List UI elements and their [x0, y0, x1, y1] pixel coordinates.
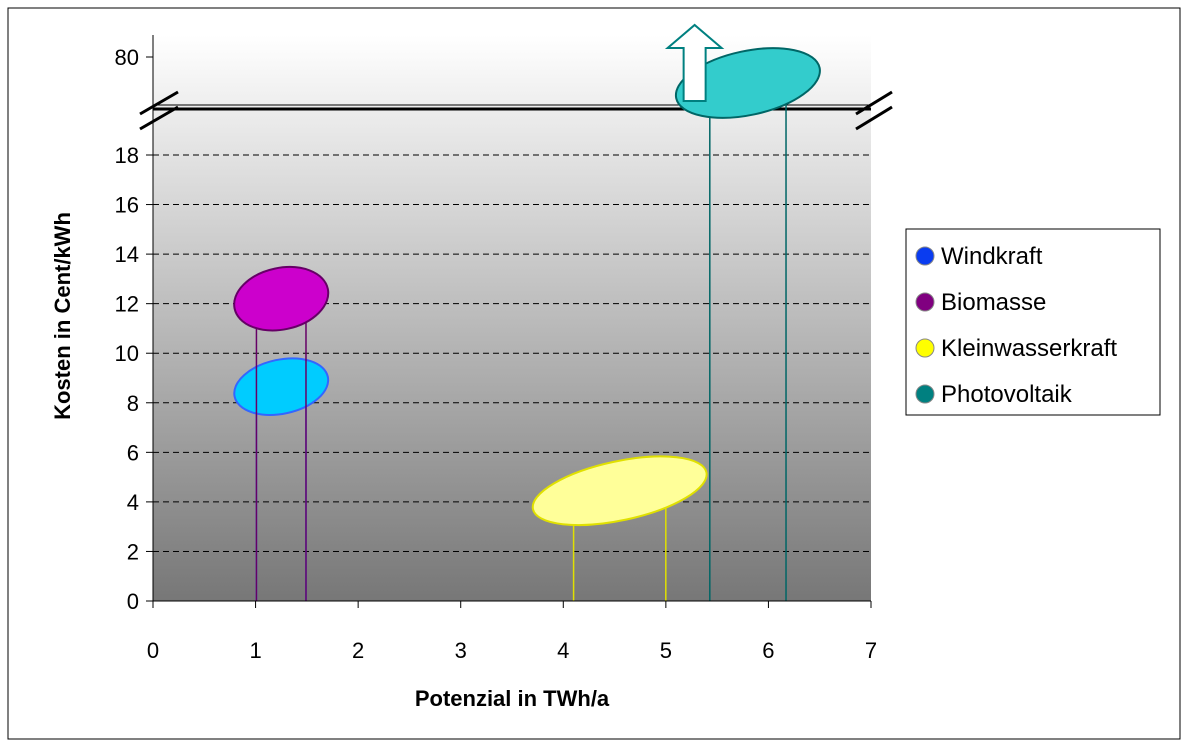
y-tick-label: 6: [127, 440, 139, 465]
series-ellipse: [674, 47, 821, 119]
up-arrow-icon: [664, 23, 725, 102]
y-tick-label: 4: [127, 490, 139, 515]
x-tick-label: 5: [660, 638, 672, 663]
x-tick-label: 4: [557, 638, 569, 663]
legend-marker: [915, 338, 935, 358]
y-tick-label: 2: [127, 539, 139, 564]
x-tick-label: 7: [865, 638, 877, 663]
y-tick-label: 12: [115, 292, 139, 317]
x-tick-label: 2: [352, 638, 364, 663]
y-tick-label: 0: [127, 589, 139, 614]
legend-label: Windkraft: [941, 243, 1043, 270]
y-axis-title: Kosten in Cent/kWh: [50, 212, 75, 420]
break-mark: [139, 90, 179, 116]
x-tick-label: 6: [762, 638, 774, 663]
series-ellipse: [233, 266, 330, 332]
break-mark: [855, 90, 893, 116]
y-tick-label: 18: [115, 143, 139, 168]
y-tick-label: 8: [127, 391, 139, 416]
legend-label: Photovoltaik: [941, 381, 1073, 408]
y-tick-label-80: 80: [115, 45, 139, 70]
x-tick-label: 3: [455, 638, 467, 663]
axes: [146, 35, 872, 608]
legend-marker: [915, 384, 935, 404]
series-ellipse: [233, 357, 330, 416]
break-mark: [855, 105, 893, 131]
legend-box: [905, 228, 1161, 416]
y-tick-label: 10: [115, 341, 139, 366]
break-mark: [139, 105, 179, 131]
legend-marker: [915, 246, 935, 266]
legend-marker: [915, 292, 935, 312]
y-tick-label: 16: [115, 193, 139, 218]
x-tick-label: 0: [147, 638, 159, 663]
x-tick-label: 1: [249, 638, 261, 663]
legend: Windkraft Biomasse Kleinwasserkraft Photovo…: [905, 228, 1161, 416]
x-axis-title: Potenzial in TWh/a: [415, 686, 610, 711]
series-ellipse: [531, 455, 708, 527]
legend-label: Biomasse: [941, 289, 1046, 316]
data-marks: [233, 23, 821, 601]
y-tick-label: 14: [115, 242, 139, 267]
legend-label: Kleinwasserkraft: [941, 335, 1117, 362]
